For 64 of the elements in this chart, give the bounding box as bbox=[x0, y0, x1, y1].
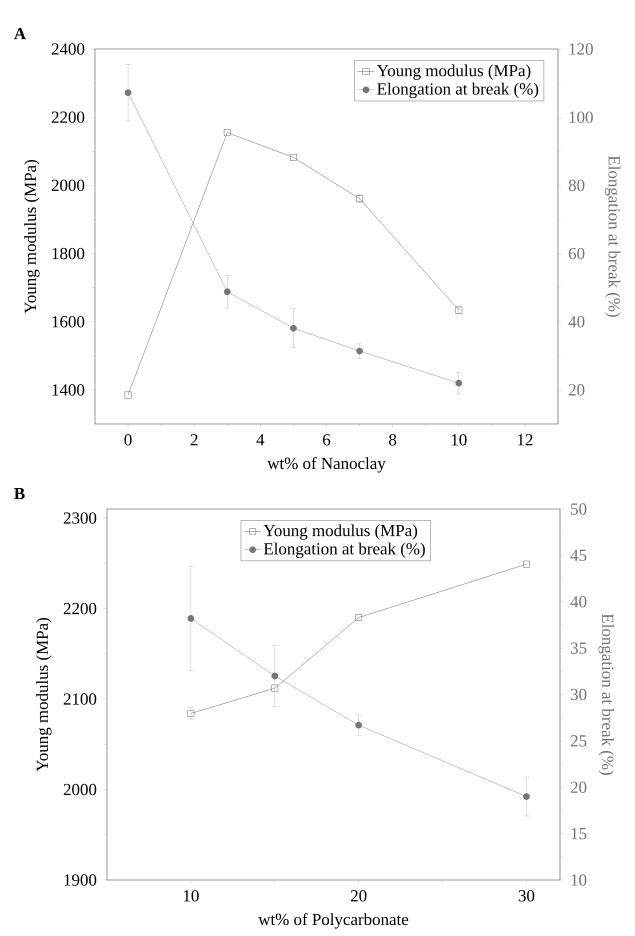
point bbox=[124, 392, 132, 398]
point bbox=[290, 324, 297, 332]
y-tick-label: 2000 bbox=[52, 180, 84, 192]
y-axis-title: Young modulus (MPa) bbox=[24, 160, 40, 314]
x-axis-title: wt% of Nanoclay bbox=[267, 457, 386, 473]
y-tick-label: 1900 bbox=[64, 874, 96, 886]
point bbox=[224, 288, 231, 296]
y2-tick-label: 25 bbox=[570, 735, 586, 747]
point bbox=[224, 129, 231, 136]
chart-title: B bbox=[14, 488, 25, 500]
y-tick-label: 1800 bbox=[52, 248, 84, 260]
y2-tick-label: 60 bbox=[568, 248, 584, 260]
y2-tick-label: 45 bbox=[570, 550, 586, 562]
point bbox=[290, 154, 297, 161]
y2-tick-label: 50 bbox=[571, 503, 586, 515]
chart-title: A bbox=[14, 28, 26, 40]
point bbox=[187, 615, 194, 622]
y2-tick-label: 15 bbox=[572, 828, 586, 840]
x-tick-label: 20 bbox=[350, 890, 366, 902]
point bbox=[271, 672, 278, 680]
point bbox=[355, 722, 362, 729]
x-tick-label: 6 bbox=[323, 434, 330, 446]
legend-label: Elongation at break (%) bbox=[264, 542, 425, 558]
y-axis-title: Young modulus (MPa) bbox=[36, 618, 52, 772]
y2-tick-label: 10 bbox=[572, 874, 586, 886]
y2-tick-label: 20 bbox=[568, 384, 584, 396]
x-axis-title: wt% of Polycarbonate bbox=[258, 913, 408, 929]
point bbox=[355, 614, 362, 621]
x-tick-label: 4 bbox=[256, 434, 264, 446]
y2-axis-title: Elongation at break (%) bbox=[598, 614, 614, 775]
y2-tick-label: 30 bbox=[570, 688, 586, 700]
y-tick-label: 2300 bbox=[64, 512, 96, 524]
y-tick-label: 1400 bbox=[52, 384, 84, 396]
legend-label: Elongation at break (%) bbox=[377, 82, 538, 98]
point bbox=[523, 793, 530, 800]
y2-tick-label: 120 bbox=[570, 43, 593, 55]
x-tick-label: 8 bbox=[389, 434, 396, 446]
y2-tick-label: 100 bbox=[570, 111, 593, 123]
y-tick-label: 2200 bbox=[64, 602, 96, 614]
x-tick-label: 10 bbox=[184, 890, 199, 902]
y-tick-label: 2200 bbox=[52, 111, 84, 123]
x-tick-label: 0 bbox=[124, 434, 132, 446]
legend-label: Young modulus (MPa) bbox=[376, 64, 530, 80]
y-tick-label: 1600 bbox=[52, 316, 84, 328]
x-tick-label: 2 bbox=[190, 434, 198, 446]
x-tick-label: 30 bbox=[518, 890, 534, 902]
y-tick-label: 2100 bbox=[64, 693, 96, 705]
y2-tick-label: 20 bbox=[570, 782, 586, 793]
y2-tick-label: 80 bbox=[568, 180, 584, 192]
y-tick-label: 2400 bbox=[52, 43, 84, 55]
point bbox=[187, 710, 194, 717]
y2-tick-label: 40 bbox=[570, 596, 586, 608]
x-tick-label: 12 bbox=[518, 434, 532, 446]
point bbox=[455, 380, 462, 386]
y2-tick-label: 35 bbox=[570, 642, 586, 654]
point bbox=[523, 560, 530, 568]
point bbox=[356, 348, 363, 354]
x-tick-label: 10 bbox=[452, 434, 467, 446]
point bbox=[124, 89, 132, 96]
y-tick-label: 2000 bbox=[64, 784, 96, 796]
y2-axis-title: Elongation at break (%) bbox=[604, 156, 620, 317]
legend-label: Young modulus (MPa) bbox=[264, 524, 418, 540]
y2-tick-label: 40 bbox=[568, 316, 584, 328]
point bbox=[271, 684, 278, 692]
